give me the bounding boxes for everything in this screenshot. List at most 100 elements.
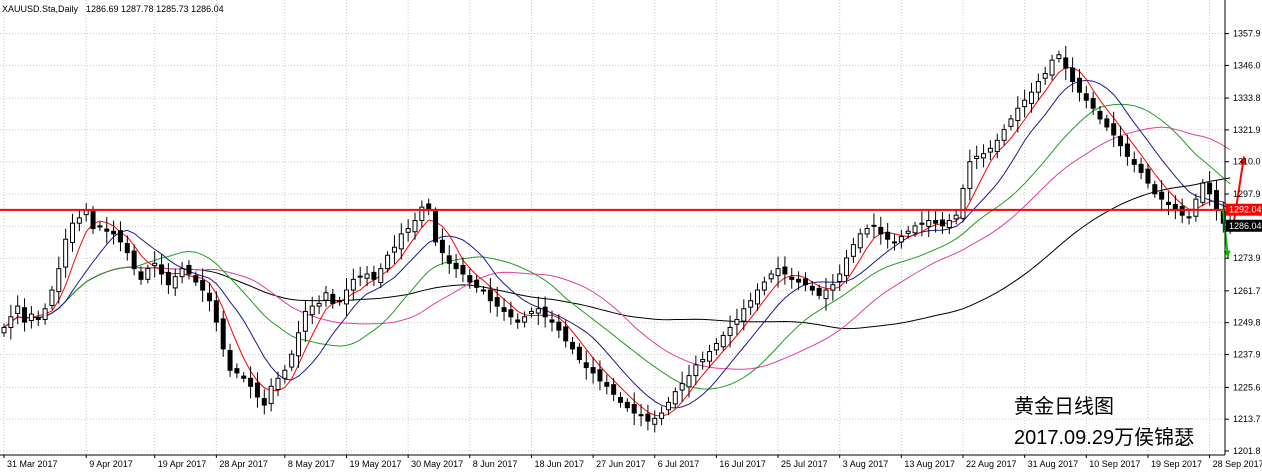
candle-121 xyxy=(830,274,836,301)
x-tick-label-6: 30 May 2017 xyxy=(411,459,463,469)
candle-151 xyxy=(1035,73,1041,101)
candle-body-44 xyxy=(302,310,308,332)
candle-160 xyxy=(1097,106,1103,125)
y-tick-label-10: 1237.9 xyxy=(1233,349,1261,359)
candle-50 xyxy=(344,278,349,316)
candle-body-105 xyxy=(720,334,726,348)
candle-33 xyxy=(227,343,233,377)
candle-90 xyxy=(618,392,623,408)
candle-174 xyxy=(1193,193,1199,222)
y-tick-label-7: 1273.9 xyxy=(1233,253,1261,263)
candle-39 xyxy=(268,378,274,412)
candle-69 xyxy=(474,275,480,293)
candle-body-134 xyxy=(919,222,925,225)
candle-body-125 xyxy=(857,233,863,249)
candle-125 xyxy=(857,228,863,254)
x-tick-label-9: 27 Jun 2017 xyxy=(596,459,646,469)
candle-body-158 xyxy=(1083,93,1089,101)
candle-107 xyxy=(734,308,740,335)
candle-body-132 xyxy=(905,230,911,234)
candle-body-135 xyxy=(926,220,932,227)
candle-89 xyxy=(611,378,617,402)
candle-body-165 xyxy=(1131,159,1137,165)
candle-114 xyxy=(782,256,788,285)
candle-body-22 xyxy=(152,262,158,266)
candle-body-26 xyxy=(179,268,185,278)
candle-body-14 xyxy=(97,225,103,228)
candle-78 xyxy=(535,296,541,326)
candle-98 xyxy=(672,387,678,408)
candle-body-149 xyxy=(1022,99,1028,108)
candle-142 xyxy=(974,145,980,170)
candle-42 xyxy=(289,350,295,372)
candle-body-28 xyxy=(193,275,199,283)
candle-body-32 xyxy=(220,318,226,350)
x-tick-label-14: 13 Aug 2017 xyxy=(904,459,955,469)
candle-111 xyxy=(761,276,767,296)
candle-body-145 xyxy=(994,139,1000,153)
candle-154 xyxy=(1056,50,1062,63)
candle-161 xyxy=(1104,114,1110,131)
candle-26 xyxy=(179,261,185,284)
grid-layer xyxy=(0,0,1225,455)
candle-body-13 xyxy=(90,210,96,230)
candle-body-31 xyxy=(213,300,219,323)
candle-150 xyxy=(1029,82,1034,113)
candle-65 xyxy=(446,245,452,275)
candle-body-83 xyxy=(570,341,576,350)
candle-body-1 xyxy=(8,316,14,328)
candle-body-74 xyxy=(508,309,514,318)
candle-31 xyxy=(213,291,219,332)
candle-143 xyxy=(981,144,987,168)
candle-127 xyxy=(871,213,877,238)
candle-body-78 xyxy=(535,308,541,314)
candle-body-101 xyxy=(693,364,699,377)
candle-60 xyxy=(412,212,418,240)
candle-141 xyxy=(967,149,973,201)
candle-body-69 xyxy=(474,279,480,288)
candle-body-95 xyxy=(652,417,658,425)
candle-1 xyxy=(8,304,14,340)
candle-176 xyxy=(1207,171,1213,206)
candle-body-104 xyxy=(713,343,719,351)
candle-128 xyxy=(878,216,884,245)
candle-66 xyxy=(453,253,459,279)
candle-24 xyxy=(165,263,171,295)
candle-148 xyxy=(1015,96,1021,133)
candle-body-27 xyxy=(186,264,192,275)
candle-body-30 xyxy=(207,292,212,302)
candle-153 xyxy=(1049,54,1055,81)
candle-body-100 xyxy=(686,375,692,388)
candle-113 xyxy=(775,256,781,288)
candle-64 xyxy=(439,228,445,265)
candle-body-10 xyxy=(70,222,75,243)
candle-103 xyxy=(707,344,713,368)
x-tick-label-1: 9 Apr 2017 xyxy=(89,459,133,469)
price-label-text-1: 1286.04 xyxy=(1229,221,1262,231)
candle-75 xyxy=(515,313,521,329)
candle-body-93 xyxy=(638,414,644,417)
candle-124 xyxy=(850,237,856,264)
candle-body-84 xyxy=(576,346,582,361)
candle-body-11 xyxy=(76,217,82,224)
candle-83 xyxy=(570,337,576,355)
candle-body-9 xyxy=(63,238,69,268)
y-tick-label-2: 1333.8 xyxy=(1233,93,1261,103)
candle-134 xyxy=(919,211,925,237)
candle-30 xyxy=(207,282,212,312)
candle-63 xyxy=(433,207,439,246)
x-tick-label-19: 28 Sep 2017 xyxy=(1213,459,1262,469)
candle-101 xyxy=(693,355,699,385)
candle-70 xyxy=(481,286,486,295)
candle-body-42 xyxy=(289,353,295,368)
candle-120 xyxy=(823,278,829,311)
ma5-line xyxy=(3,67,1231,417)
y-tick-label-9: 1249.8 xyxy=(1233,318,1261,328)
candle-body-164 xyxy=(1124,143,1130,157)
candle-body-90 xyxy=(618,397,623,403)
candle-body-85 xyxy=(583,362,589,369)
candle-body-49 xyxy=(337,300,343,303)
candle-body-20 xyxy=(138,271,144,280)
candle-body-144 xyxy=(987,147,993,153)
candle-135 xyxy=(926,209,932,238)
